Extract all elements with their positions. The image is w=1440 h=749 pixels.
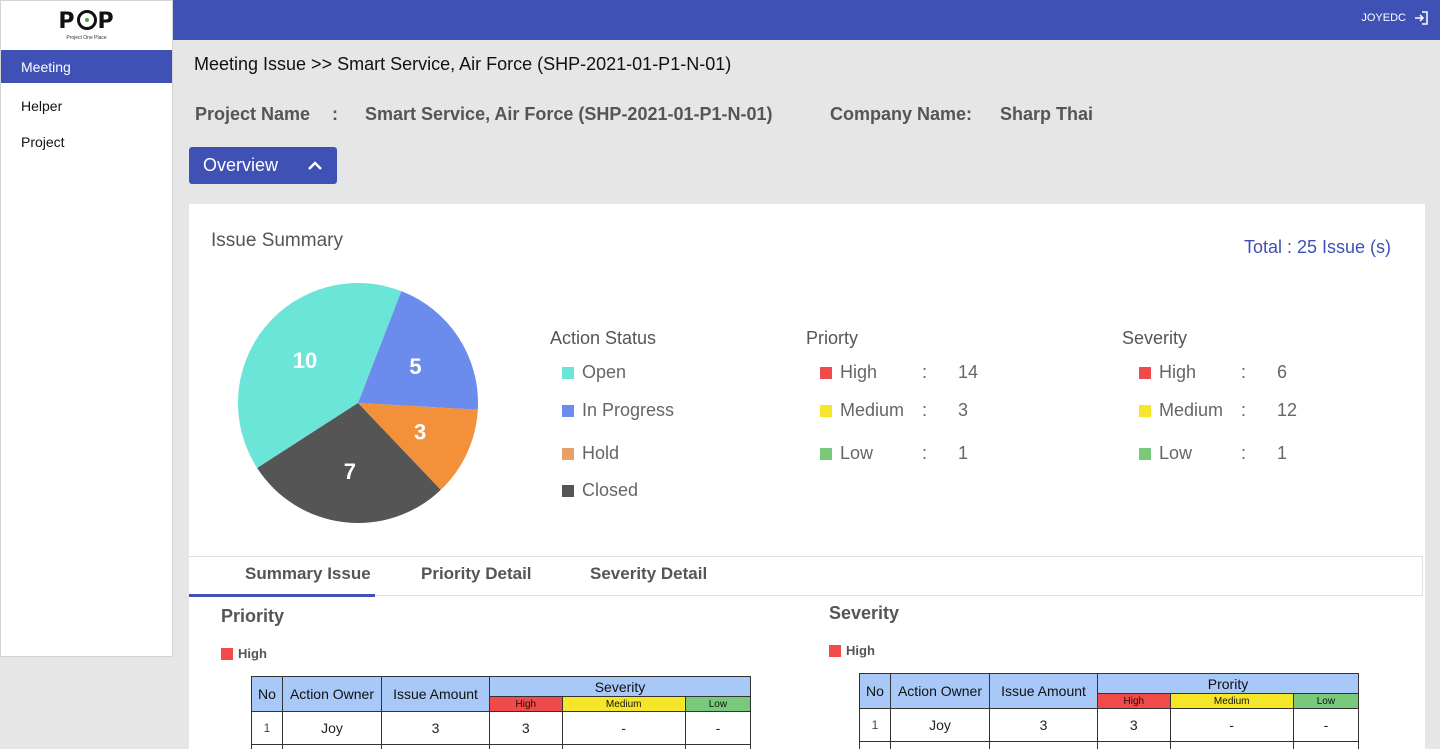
swatch-icon (820, 447, 832, 460)
action-status-pie-chart: 10 5 3 7 (238, 283, 478, 523)
tab-priority-detail[interactable]: Priority Detail (421, 564, 532, 583)
action-status-title: Action Status (550, 328, 657, 348)
table-row (251, 744, 752, 749)
severity-section-title: Severity (829, 603, 900, 623)
pie-label-in-progress: 5 (409, 354, 421, 379)
col-action-owner: Action Owner (890, 673, 990, 709)
swatch-icon (562, 447, 574, 460)
severity-high-chip: High (829, 643, 875, 658)
logout-icon[interactable] (1414, 11, 1428, 25)
priority-legend: Priorty (806, 328, 858, 349)
active-tab-indicator (189, 594, 375, 597)
user-menu[interactable]: JOYEDC (1361, 11, 1428, 25)
project-name-value: Smart Service, Air Force (SHP-2021-01-P1… (365, 104, 773, 124)
sub-col-high: High (1097, 693, 1171, 709)
breadcrumb: Meeting Issue >> Smart Service, Air Forc… (194, 54, 732, 74)
pie-label-hold: 3 (414, 420, 426, 445)
priority-high: High:14 (820, 362, 978, 383)
swatch-icon (1139, 366, 1151, 379)
pie-label-open: 10 (293, 348, 317, 373)
priority-table: No Action Owner Issue Amount Severity Hi… (251, 675, 752, 749)
swatch-icon (562, 404, 574, 417)
col-no: No (251, 676, 283, 712)
col-action-owner: Action Owner (282, 676, 382, 712)
priority-section-title: Priority (221, 606, 285, 626)
issue-summary-title: Issue Summary (211, 230, 343, 251)
high-swatch-icon (221, 647, 233, 660)
project-name-separator: : (332, 104, 338, 124)
table-row[interactable]: 1 Joy 3 3 - - (859, 708, 1360, 742)
overview-label: Overview (203, 155, 279, 175)
detail-tabs: Summary Issue Priority Detail Severity D… (189, 556, 1423, 597)
priority-legend-title: Priorty (806, 328, 859, 348)
sidebar-item-project[interactable]: Project (21, 134, 65, 150)
legend-item-closed: Closed (562, 480, 638, 501)
priority-medium: Medium:3 (820, 400, 968, 421)
project-name-label: Project Name (195, 104, 311, 124)
legend-item-hold: Hold (562, 443, 619, 464)
tab-severity-detail[interactable]: Severity Detail (590, 564, 708, 583)
sub-col-high: High (489, 696, 563, 712)
swatch-icon (1139, 404, 1151, 417)
swatch-icon (562, 366, 574, 379)
top-bar: JOYEDC (173, 0, 1440, 40)
priority-low: Low:1 (820, 443, 968, 464)
legend-item-in-progress: In Progress (562, 400, 674, 421)
pie-slice-closed[interactable] (257, 403, 441, 523)
sub-col-low: Low (684, 696, 752, 712)
swatch-icon (1139, 447, 1151, 460)
priority-high-chip: High (221, 646, 267, 661)
logo-subtitle: Project One Place (66, 34, 107, 41)
sidebar-item-helper[interactable]: Helper (21, 98, 63, 114)
sub-col-medium: Medium (561, 696, 686, 712)
pie-slice-in-progress[interactable] (358, 291, 478, 410)
col-severity: Severity (489, 675, 751, 698)
company-name-value: Sharp Thai (1000, 104, 1094, 124)
legend-item-open: Open (562, 362, 626, 383)
issue-summary-card: Issue Summary Total : 25 Issue (s) 10 5 3 7… (189, 204, 1425, 749)
high-swatch-icon (829, 644, 841, 657)
col-issue-amount: Issue Amount (989, 673, 1098, 709)
pie-slice-open[interactable] (238, 283, 402, 469)
severity-high: High:6 (1139, 362, 1287, 383)
swatch-icon (820, 366, 832, 379)
severity-legend: Severity (1122, 328, 1187, 349)
severity-table: No Action Owner Issue Amount Prority Hig… (859, 672, 1360, 749)
company-name-separator: : (966, 104, 972, 124)
col-no: No (859, 673, 891, 709)
company-name-label: Company Name (830, 104, 967, 124)
severity-low: Low:1 (1139, 443, 1287, 464)
action-status-legend: Action Status (550, 328, 656, 349)
swatch-icon (562, 484, 574, 497)
pie-label-closed: 7 (344, 459, 356, 484)
severity-legend-title: Severity (1122, 328, 1188, 348)
table-row[interactable]: 1 Joy 3 3 - - (251, 711, 752, 745)
sub-col-low: Low (1292, 693, 1360, 709)
tab-summary-issue[interactable]: Summary Issue (245, 564, 371, 583)
total-issues: Total : 25 Issue (s) (1243, 237, 1391, 257)
pie-slice-hold[interactable] (358, 403, 478, 490)
overview-toggle-button[interactable]: Overview (189, 147, 337, 184)
col-issue-amount: Issue Amount (381, 676, 490, 712)
table-row (859, 741, 1360, 749)
chevron-up-icon (308, 161, 322, 170)
col-priority: Prority (1097, 672, 1359, 695)
severity-medium: Medium:12 (1139, 400, 1297, 421)
swatch-icon (820, 404, 832, 417)
username: JOYEDC (1361, 12, 1406, 24)
sidebar-item-meeting[interactable]: Meeting (1, 50, 172, 83)
sub-col-medium: Medium (1169, 693, 1294, 709)
